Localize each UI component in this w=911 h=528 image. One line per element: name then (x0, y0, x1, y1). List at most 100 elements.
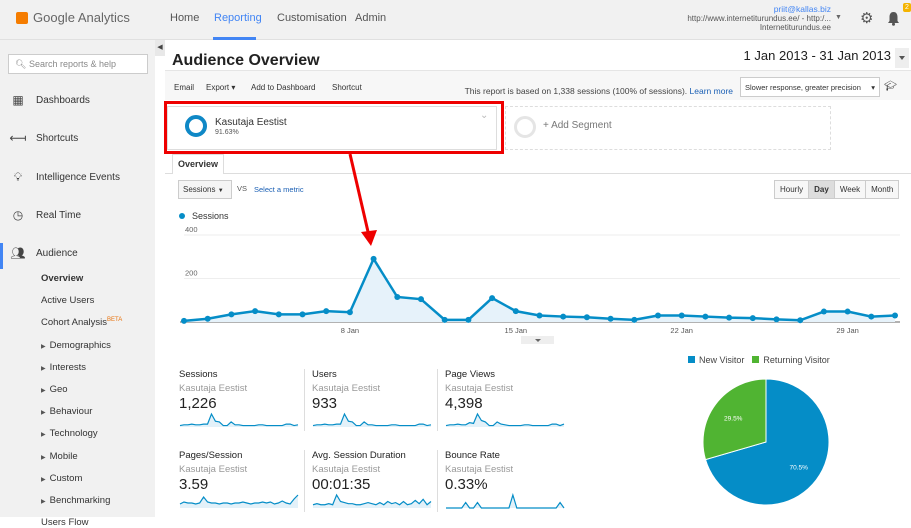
sidebar-item-intelligence-events[interactable]: 💡︎ Intelligence Events (0, 167, 155, 187)
month-button[interactable]: Month (865, 181, 899, 198)
chevron-down-icon[interactable] (895, 48, 909, 68)
data-point[interactable] (394, 293, 401, 300)
subitem-label: Demographics (49, 339, 111, 351)
sidebar-subitem[interactable]: ▶ Interests (41, 362, 86, 373)
precision-select[interactable]: Slower response, greater precision ▾ (740, 77, 880, 97)
data-point[interactable] (275, 311, 282, 318)
pie-slice[interactable] (704, 378, 830, 506)
data-point[interactable] (181, 317, 187, 324)
data-point[interactable] (702, 313, 709, 320)
metric-card[interactable]: Pages/Session Kasutaja Eestist 3.59 (179, 450, 304, 520)
data-point[interactable] (560, 313, 567, 320)
metric-card[interactable]: Page Views Kasutaja Eestist 4,398 (445, 369, 570, 439)
metric-title: Users (312, 369, 337, 380)
data-point[interactable] (583, 314, 590, 321)
data-point[interactable] (868, 313, 875, 320)
chevron-down-icon[interactable]: ▼ (835, 14, 842, 21)
export-button[interactable]: Export ▾ (206, 83, 236, 92)
sidebar-subitem[interactable]: ▶ Benchmarking (41, 495, 110, 506)
date-range-picker[interactable]: 1 Jan 2013 - 31 Jan 2013 (743, 48, 891, 63)
shortcut-button[interactable]: Shortcut (332, 83, 362, 92)
metric-card[interactable]: Sessions Kasutaja Eestist 1,226 (179, 369, 304, 439)
add-to-dashboard-button[interactable]: Add to Dashboard (251, 83, 316, 92)
ga-logo[interactable]: Google Analytics (16, 10, 130, 25)
sidebar-item-dashboards[interactable]: ▦ Dashboards (0, 90, 155, 110)
metric-segment: Kasutaja Eestist (445, 464, 514, 475)
data-point[interactable] (346, 309, 353, 316)
week-button[interactable]: Week (833, 181, 866, 198)
account-email: priit@kallas.biz (773, 4, 831, 14)
data-point[interactable] (299, 311, 306, 318)
graduation-cap-icon[interactable]: 🎓︎ (884, 81, 897, 92)
data-point[interactable] (536, 312, 543, 319)
data-point[interactable] (607, 315, 614, 322)
account-property: http://www.internetiturundus.ee/ - http:… (687, 14, 831, 23)
data-point[interactable] (370, 255, 377, 262)
metric-select[interactable]: Sessions ▼ (178, 180, 232, 199)
nav-home[interactable]: Home (170, 12, 200, 24)
data-point[interactable] (441, 316, 448, 323)
add-segment-button[interactable]: + Add Segment (543, 120, 612, 131)
gear-icon[interactable]: ⚙ (860, 10, 874, 27)
data-point[interactable] (204, 315, 211, 322)
metric-card[interactable]: Users Kasutaja Eestist 933 (312, 369, 437, 439)
nav-customisation[interactable]: Customisation (277, 12, 347, 24)
sidebar-item-audience[interactable]: 👥︎ Audience (0, 243, 155, 263)
search-input[interactable]: 🔍︎ Search reports & help (8, 54, 148, 74)
sidebar-subitem[interactable]: Users Flow (41, 517, 89, 528)
data-point[interactable] (489, 295, 496, 302)
account-view: Internetiturundus.ee (759, 23, 831, 32)
sidebar-subitem[interactable]: ▶ Custom (41, 473, 82, 484)
subitem-label: Mobile (49, 450, 78, 462)
hourly-button[interactable]: Hourly (775, 181, 809, 198)
sidebar-item-real-time[interactable]: ◷ Real Time (0, 205, 155, 225)
nav-reporting[interactable]: Reporting (214, 12, 262, 24)
account-selector[interactable]: priit@kallas.biz http://www.internetitur… (687, 4, 831, 33)
sidebar-subitem[interactable]: ▶ Mobile (41, 451, 78, 462)
day-button[interactable]: Day (808, 181, 834, 198)
data-point[interactable] (726, 314, 733, 321)
data-point[interactable] (252, 308, 259, 315)
legend-label: New Visitor (699, 355, 745, 365)
legend-swatch (752, 356, 760, 363)
select-metric-link[interactable]: Select a metric (254, 185, 304, 194)
chart-resize-handle[interactable] (521, 336, 554, 344)
chevron-down-icon[interactable]: ⌄ (480, 110, 489, 121)
data-point[interactable] (465, 316, 472, 323)
email-button[interactable]: Email (174, 83, 195, 92)
expand-icon: ▶ (41, 343, 46, 350)
sidebar-subitem[interactable]: ▶ Behaviour (41, 406, 92, 417)
sidebar-subitem[interactable]: Overview (41, 273, 83, 284)
sidebar-subitem[interactable]: Active Users (41, 295, 94, 306)
data-point[interactable] (228, 311, 235, 318)
data-point[interactable] (773, 316, 780, 323)
data-point[interactable] (820, 308, 827, 315)
sidebar-subitem[interactable]: ▶ Geo (41, 384, 68, 395)
data-point[interactable] (797, 317, 804, 324)
data-point[interactable] (512, 308, 519, 315)
data-point[interactable] (631, 316, 638, 323)
data-point[interactable] (655, 312, 661, 319)
segment-card[interactable] (167, 106, 497, 150)
sidebar-item-shortcuts[interactable]: ⟻ Shortcuts (0, 128, 155, 148)
card-divider (304, 450, 305, 512)
data-point[interactable] (749, 315, 756, 322)
data-point[interactable] (844, 308, 851, 315)
bell-icon[interactable] (887, 11, 900, 26)
data-point[interactable] (892, 312, 898, 319)
tab-overview[interactable]: Overview (172, 154, 224, 174)
collapse-sidebar-button[interactable]: ◀ (155, 40, 165, 56)
sidebar-subitem[interactable]: Cohort AnalysisBETA (41, 317, 122, 328)
data-point[interactable] (323, 308, 330, 315)
add-segment-card[interactable] (505, 106, 831, 150)
metric-card[interactable]: Avg. Session Duration Kasutaja Eestist 00:… (312, 450, 437, 520)
nav-admin[interactable]: Admin (355, 12, 387, 24)
learn-more-link[interactable]: Learn more (689, 86, 733, 96)
sidebar-subitem[interactable]: ▶ Demographics (41, 340, 111, 351)
data-point[interactable] (678, 312, 685, 319)
pie-slice[interactable] (702, 378, 767, 461)
sidebar-subitem[interactable]: ▶ Technology (41, 428, 98, 439)
data-point[interactable] (418, 296, 424, 303)
sparkline-line (445, 412, 565, 427)
metric-card[interactable]: Bounce Rate Kasutaja Eestist 0.33% (445, 450, 570, 520)
